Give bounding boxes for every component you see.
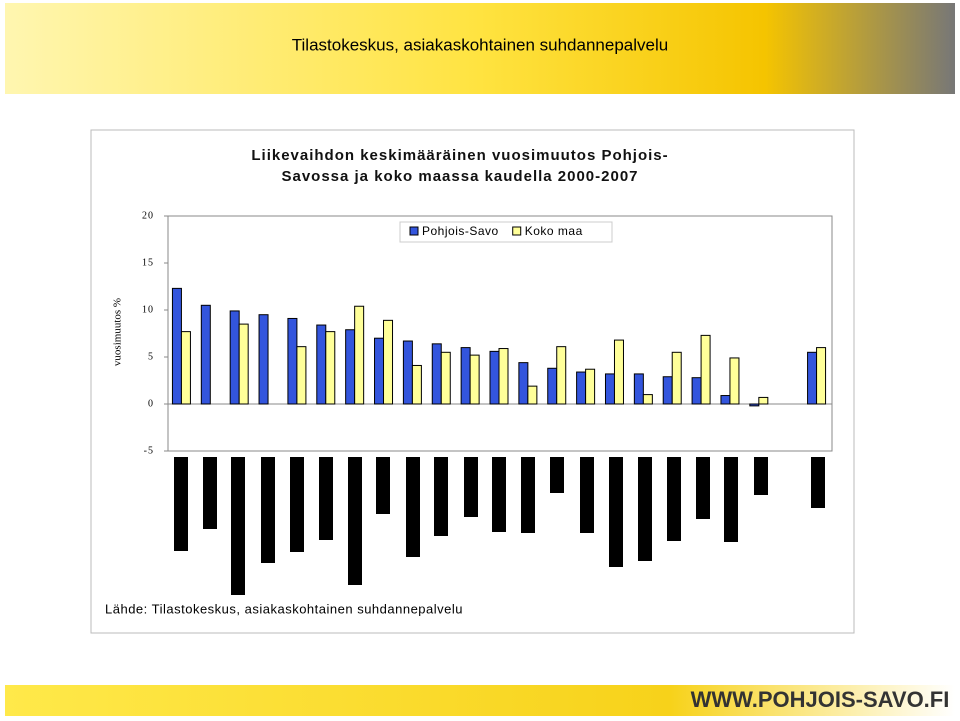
chart-title: Liikevaihdon keskimääräinen vuosimuutos … (251, 147, 668, 164)
bar (576, 371, 587, 405)
bar (749, 403, 760, 407)
y-tick-label: 5 (148, 351, 154, 362)
bar (816, 347, 827, 405)
bar (556, 346, 567, 405)
legend-swatch (512, 226, 522, 236)
y-tick-label: -5 (144, 445, 154, 456)
bar (498, 348, 509, 405)
bar (547, 367, 558, 405)
bar (287, 317, 298, 405)
bar (604, 373, 615, 405)
legend-box (399, 221, 613, 243)
bar (518, 362, 529, 405)
bar (431, 343, 442, 405)
bar (758, 396, 769, 405)
bar (469, 354, 480, 405)
bar (633, 373, 644, 405)
bar (691, 377, 702, 405)
header-banner (5, 3, 955, 94)
bar (671, 351, 682, 405)
bar (345, 329, 356, 405)
bar (729, 357, 740, 405)
legend-label: Pohjois-Savo (422, 224, 499, 238)
plot-area (167, 215, 833, 452)
bar (700, 334, 711, 405)
chart-title: Savossa ja koko maassa kaudella 2000-200… (281, 168, 638, 185)
y-tick-label: 10 (142, 304, 154, 315)
bar (527, 385, 538, 405)
bar (402, 340, 413, 405)
bar (200, 304, 211, 405)
bar (489, 350, 500, 405)
bar (171, 287, 182, 405)
bar (642, 394, 653, 405)
header-title: Tilastokeskus, asiakaskohtainen suhdanne… (292, 35, 668, 54)
bar (411, 364, 422, 405)
obscured-category-labels (174, 457, 825, 595)
bar (383, 319, 394, 405)
bar (316, 324, 327, 405)
footer-banner (5, 685, 955, 716)
bar (354, 305, 365, 405)
bar (662, 376, 673, 405)
y-tick-label: 15 (142, 257, 154, 268)
bar (440, 351, 451, 405)
y-tick-label: 20 (142, 210, 154, 221)
footer-url: WWW.POHJOIS-SAVO.FI (691, 687, 950, 712)
source-note: Lähde: Tilastokeskus, asiakaskohtainen s… (105, 601, 463, 616)
legend-label: Koko maa (525, 224, 583, 238)
bar (238, 323, 249, 405)
bar (296, 346, 307, 405)
y-axis-label: vuosimuutos % (112, 298, 124, 366)
bar (180, 331, 191, 405)
bar (807, 351, 818, 405)
bar (720, 395, 731, 405)
bar (229, 310, 240, 405)
bar (585, 368, 596, 405)
legend-swatch (409, 226, 419, 236)
bar (613, 339, 624, 405)
bar (325, 331, 336, 405)
bar (460, 347, 471, 405)
bar (258, 314, 269, 405)
y-tick-label: 0 (148, 398, 154, 409)
bar (374, 337, 385, 405)
